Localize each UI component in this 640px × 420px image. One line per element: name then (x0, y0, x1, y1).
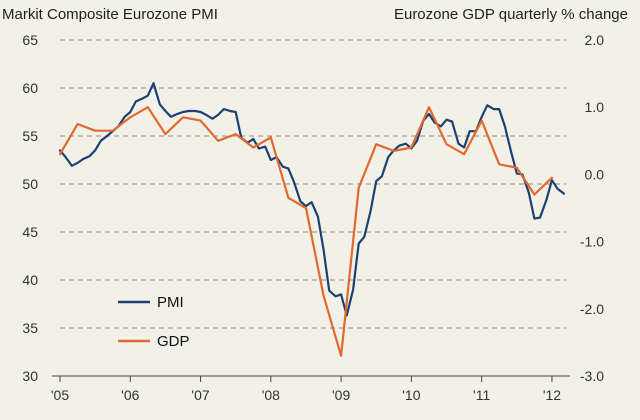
series-lines (58, 82, 566, 357)
left-tick-label: 60 (22, 80, 38, 96)
left-tick-label: 35 (22, 320, 38, 336)
right-tick-label: 0.0 (585, 166, 605, 182)
legend-label-pmi: PMI (157, 294, 184, 311)
left-axis-ticks: 30 35 40 45 50 55 60 65 (22, 32, 38, 384)
left-tick-label: 30 (22, 368, 38, 384)
right-tick-label: -2.0 (580, 301, 604, 317)
legend-label-gdp: GDP (157, 333, 190, 350)
x-tick-label: '10 (402, 387, 420, 403)
left-tick-label: 55 (22, 128, 38, 144)
right-tick-label: -1.0 (580, 234, 604, 250)
x-tick-label: '06 (121, 387, 139, 403)
right-axis-title: Eurozone GDP quarterly % change (393, 6, 628, 23)
legend: PMI GDP (118, 294, 190, 350)
x-tick-label: '08 (262, 387, 280, 403)
right-tick-label: -3.0 (580, 368, 604, 384)
series-line-gdp (58, 106, 554, 357)
x-tick-label: '07 (191, 387, 209, 403)
right-tick-label: 2.0 (585, 32, 605, 48)
left-tick-label: 65 (22, 32, 38, 48)
series-line-pmi (58, 82, 566, 317)
x-axis: '05 '06 '07 '08 '09 '10 '11 '12 (51, 375, 570, 403)
x-tick-label: '09 (332, 387, 350, 403)
right-tick-label: 1.0 (585, 99, 605, 115)
left-tick-label: 45 (22, 224, 38, 240)
left-axis-title: Markit Composite Eurozone PMI (2, 6, 218, 23)
x-tick-label: '05 (51, 387, 69, 403)
left-tick-label: 40 (22, 272, 38, 288)
right-axis-ticks: -3.0 -2.0 -1.0 0.0 1.0 2.0 (580, 32, 604, 384)
left-tick-label: 50 (22, 176, 38, 192)
x-tick-label: '11 (473, 387, 490, 403)
x-tick-label: '12 (543, 387, 561, 403)
gridlines (60, 39, 566, 329)
